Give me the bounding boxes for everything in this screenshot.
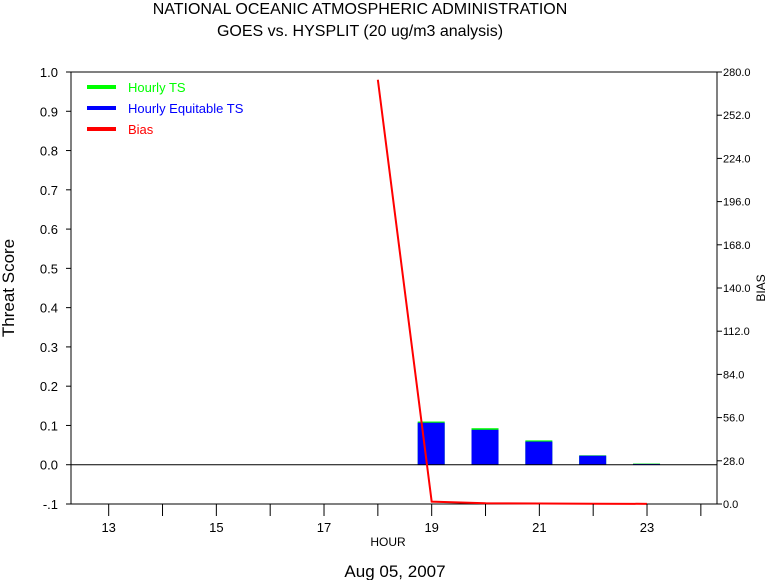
y-left-tick-label: 0.7 bbox=[40, 183, 58, 198]
y-left-tick-label: 0.3 bbox=[40, 340, 58, 355]
x-tick-label: 21 bbox=[532, 520, 546, 535]
x-tick-label: 23 bbox=[640, 520, 654, 535]
y-left-tick-label: 0.0 bbox=[40, 458, 58, 473]
y-axis-right-label: BIAS bbox=[754, 274, 767, 301]
y-left-tick-label: 0.9 bbox=[40, 104, 58, 119]
legend-label: Hourly TS bbox=[128, 80, 186, 95]
chart-title: NATIONAL OCEANIC ATMOSPHERIC ADMINISTRAT… bbox=[153, 1, 568, 18]
y-right-tick-label: 280.0 bbox=[723, 67, 751, 79]
y-right-tick-label: 28.0 bbox=[723, 456, 744, 468]
plot-frame bbox=[70, 71, 718, 505]
y-left-tick-label: 0.4 bbox=[40, 301, 58, 316]
legend-label: Hourly Equitable TS bbox=[128, 101, 244, 116]
x-axis-label: HOUR bbox=[370, 535, 406, 549]
y-right-tick-label: 252.0 bbox=[723, 110, 751, 122]
bar-hourly-equitable-ts bbox=[579, 455, 607, 465]
x-tick-label: 13 bbox=[101, 520, 115, 535]
legend-label: Bias bbox=[128, 122, 154, 137]
y-right-tick-label: 84.0 bbox=[723, 369, 744, 381]
y-right-tick-label: 56.0 bbox=[723, 413, 744, 425]
y-left-tick-label: 0.6 bbox=[40, 222, 58, 237]
y-right-tick-label: 140.0 bbox=[723, 283, 751, 295]
y-right-tick-label: 168.0 bbox=[723, 240, 751, 252]
y-left-tick-label: 0.2 bbox=[40, 379, 58, 394]
bars-group bbox=[417, 421, 661, 465]
y-left-tick-label: 0.8 bbox=[40, 144, 58, 159]
y-left-tick-label: 0.5 bbox=[40, 261, 58, 276]
y-right-tick-label: 0.0 bbox=[723, 499, 738, 511]
y-left-tick-label: 1.0 bbox=[40, 65, 58, 80]
bar-hourly-equitable-ts bbox=[471, 429, 499, 465]
y-right-tick-label: 112.0 bbox=[723, 326, 750, 338]
x-tick-label: 19 bbox=[424, 520, 438, 535]
axis-ticks: 13 15 17 19 21 23 1.0 0.9 0.8 0.7 0.6 0.5 0.4 0.3 0.2 0… bbox=[40, 65, 751, 535]
date-label: Aug 05, 2007 bbox=[344, 562, 445, 580]
x-tick-label: 15 bbox=[209, 520, 223, 535]
y-right-tick-label: 196.0 bbox=[723, 197, 751, 209]
bias-line-group bbox=[376, 79, 648, 505]
bar-hourly-equitable-ts bbox=[525, 441, 553, 465]
y-right-tick-label: 224.0 bbox=[723, 153, 751, 165]
bias-line bbox=[376, 79, 648, 505]
x-tick-label: 17 bbox=[317, 520, 331, 535]
y-axis-left-label: Threat Score bbox=[0, 239, 18, 337]
legend: Hourly TS Hourly Equitable TS Bias bbox=[87, 80, 244, 137]
y-left-tick-label: 0.1 bbox=[40, 418, 58, 433]
chart-subtitle: GOES vs. HYSPLIT (20 ug/m3 analysis) bbox=[217, 23, 503, 40]
y-left-tick-label: -.1 bbox=[43, 497, 58, 512]
